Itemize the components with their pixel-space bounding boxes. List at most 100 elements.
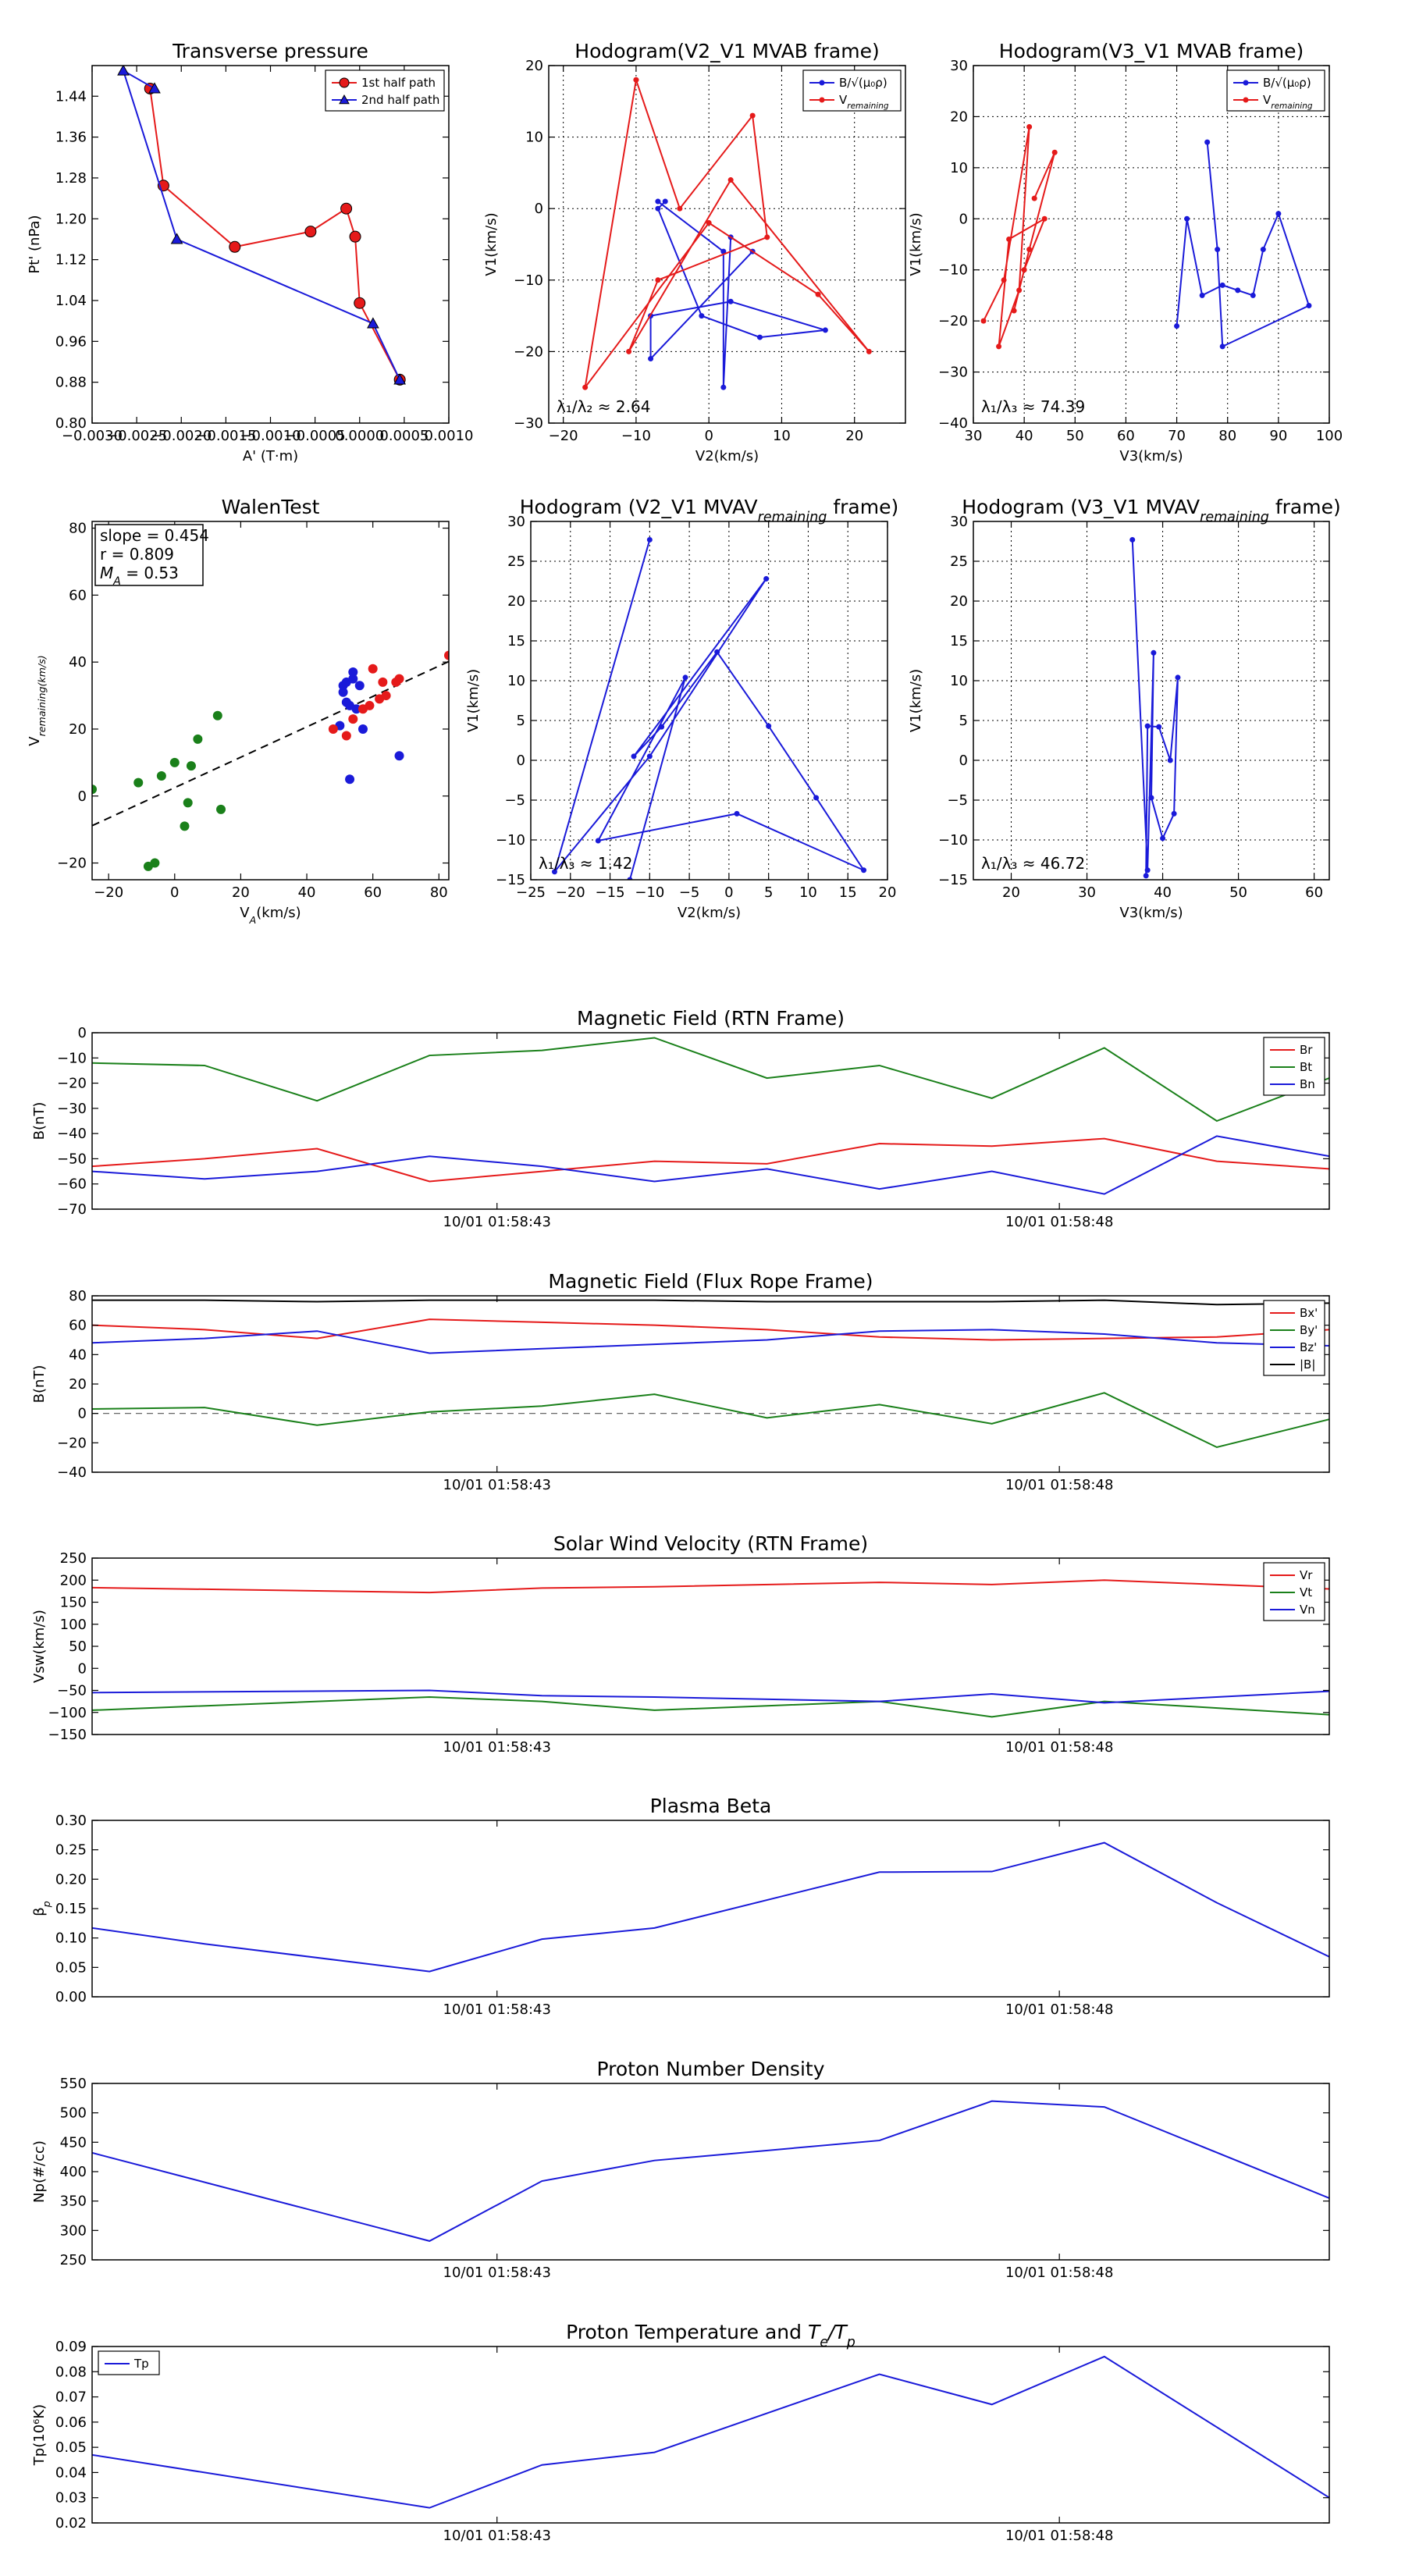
scatter-point — [348, 667, 358, 678]
y-tick-label: 0.04 — [55, 2464, 87, 2481]
x-axis-label: VA(km/s) — [240, 905, 301, 926]
y-tick-label: −40 — [938, 415, 968, 432]
data-point — [749, 112, 756, 119]
stat-line: r = 0.809 — [100, 545, 174, 564]
x-tick-label: 10/01 01:58:48 — [1005, 1214, 1113, 1230]
data-point — [766, 723, 772, 729]
data-point — [1275, 211, 1282, 217]
legend-marker — [339, 77, 350, 88]
y-tick-label: 1.36 — [55, 130, 87, 146]
data-point — [1160, 835, 1166, 841]
y-tick-label: 0.09 — [55, 2339, 87, 2355]
series-line-Bn — [92, 1135, 1329, 1195]
chart-title: Hodogram (V2_V1 MVAVremaining frame) — [520, 496, 899, 525]
legend: 1st half path 2nd half path — [325, 69, 445, 112]
y-axis-label: Vsw(km/s) — [31, 1610, 48, 1683]
chart-wt: WalenTest −20 0 20 40 60 80 −20 0 20 40 60 80 VA(km/s… — [27, 496, 450, 926]
x-tick-label: 20 — [845, 428, 863, 444]
x-tick-label: 0.0005 — [379, 428, 429, 444]
data-point — [1204, 139, 1211, 145]
y-tick-label: 1.20 — [55, 211, 87, 227]
series-line — [584, 79, 870, 388]
chart-title: Magnetic Field (Flux Rope Frame) — [548, 1270, 873, 1293]
chart-title: Hodogram(V2_V1 MVAB frame) — [574, 40, 879, 62]
x-tick-label: 20 — [1002, 884, 1020, 901]
legend-marker — [339, 94, 350, 105]
y-tick-label: −30 — [938, 365, 968, 381]
x-tick-label: −0.0005 — [285, 428, 346, 444]
plot-area — [92, 2355, 1329, 2509]
legend-marker — [819, 97, 825, 103]
data-point — [822, 327, 828, 333]
data-point — [655, 205, 661, 212]
plot-frame — [548, 65, 906, 424]
data-point — [720, 384, 727, 390]
plot-area — [551, 536, 867, 880]
x-tick-label: −15 — [596, 884, 625, 901]
y-tick-label: 0.30 — [55, 1813, 87, 1829]
legend-label: B/√(μ₀ρ) — [1263, 76, 1311, 90]
x-tick-label: 10/01 01:58:48 — [1005, 1739, 1113, 1756]
y-tick-label: 0.20 — [55, 1871, 87, 1888]
eigenvalue-ratio-label: λ₁/λ₂ ≈ 2.64 — [557, 397, 650, 416]
plot-frame — [530, 521, 888, 881]
plot-frame — [91, 521, 450, 881]
plot-area — [92, 2100, 1329, 2242]
data-point — [1306, 303, 1312, 309]
data-point — [815, 291, 821, 297]
x-tick-label: −20 — [556, 884, 585, 901]
data-point — [117, 66, 130, 76]
data-point — [980, 318, 987, 324]
x-tick-label: 10/01 01:58:48 — [1005, 2001, 1113, 2018]
y-tick-label: −5 — [504, 792, 525, 809]
data-point — [1011, 308, 1017, 314]
data-point — [1156, 724, 1162, 730]
x-tick-label: 0.0010 — [425, 428, 474, 444]
data-point — [633, 76, 639, 83]
x-tick-label: 10/01 01:58:43 — [443, 1214, 551, 1230]
data-point — [627, 877, 633, 880]
x-tick-label: 20 — [879, 884, 897, 901]
y-tick-label: 15 — [950, 633, 968, 649]
y-tick-label: −50 — [57, 1683, 87, 1699]
scatter-point — [378, 677, 388, 687]
series-line-Bt — [92, 1037, 1329, 1123]
y-tick-label: −20 — [57, 1435, 87, 1451]
y-tick-label: −10 — [514, 272, 543, 289]
y-axis-label: B(nT) — [31, 1365, 48, 1404]
scatter-point — [341, 731, 351, 741]
y-tick-label: 250 — [60, 1550, 87, 1567]
y-tick-label: −10 — [57, 1050, 87, 1066]
scatter-point — [348, 674, 358, 684]
y-tick-label: 400 — [60, 2164, 87, 2180]
y-axis-label: V1(km/s) — [908, 212, 924, 276]
y-tick-label: −20 — [57, 856, 87, 872]
data-point — [866, 348, 872, 354]
y-tick-label: 0 — [959, 753, 968, 769]
chart-title: Plasma Beta — [650, 1795, 772, 1817]
plot-area — [92, 650, 449, 871]
y-tick-label: 1.28 — [55, 170, 87, 187]
data-point — [595, 838, 601, 844]
y-tick-label: 30 — [950, 58, 968, 74]
data-point — [229, 240, 241, 253]
y-tick-label: 20 — [950, 593, 968, 610]
x-tick-label: −0.0010 — [240, 428, 301, 444]
x-tick-label: 10/01 01:58:48 — [1005, 2528, 1113, 2544]
y-tick-label: 0 — [78, 788, 87, 805]
chart-vsw: Solar Wind Velocity (RTN Frame) 10/01 01:… — [31, 1532, 1330, 1756]
legend: Tp — [98, 2350, 160, 2375]
data-point — [1199, 292, 1205, 298]
scatter-point — [186, 761, 196, 771]
chart-title: WalenTest — [222, 496, 320, 518]
y-tick-label: 40 — [69, 1347, 87, 1363]
x-tick-label: 10/01 01:58:48 — [1005, 1477, 1113, 1493]
series-line-Tp — [92, 2355, 1329, 2509]
x-tick-label: −0.0015 — [195, 428, 256, 444]
x-tick-label: 5 — [764, 884, 773, 901]
scatter-point — [394, 674, 404, 684]
data-point — [706, 220, 712, 226]
legend-label: Vn — [1300, 1603, 1315, 1617]
data-point — [148, 82, 161, 94]
